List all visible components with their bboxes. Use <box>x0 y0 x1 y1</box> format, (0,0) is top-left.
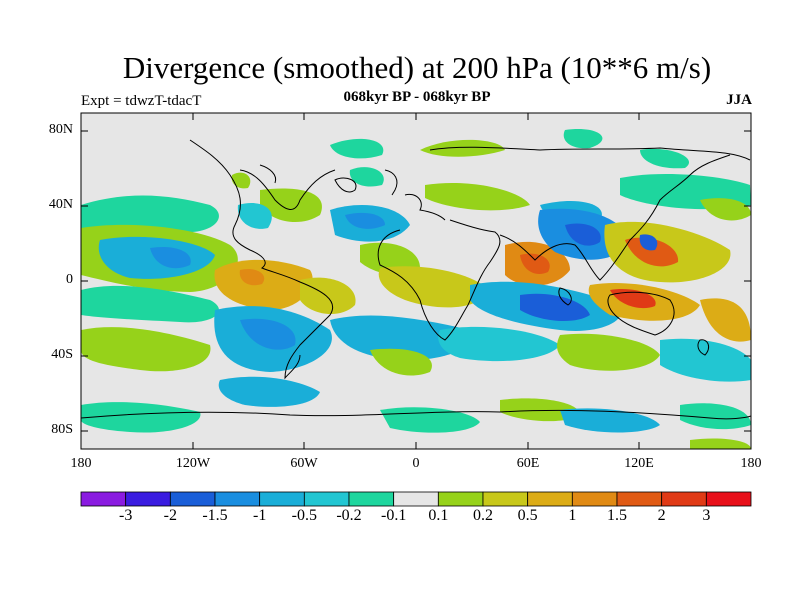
lon-tick-label: 180 <box>740 456 762 471</box>
lon-tick-label: 60W <box>290 456 318 471</box>
colorbar-label: -0.1 <box>380 507 407 524</box>
colorbar-label: -1.5 <box>202 507 228 524</box>
colorbar-label: 2 <box>657 507 666 524</box>
colorbar-swatch <box>437 491 484 507</box>
colorbar-swatch <box>571 491 618 507</box>
colorbar-swatch <box>169 491 216 507</box>
lon-tick-label: 120W <box>175 456 211 471</box>
lon-tick-label: 120E <box>624 456 654 471</box>
colorbar-swatch <box>125 491 171 507</box>
colorbar-swatch <box>616 491 663 507</box>
colorbar-label: 3 <box>702 507 711 524</box>
colorbar-label: -0.2 <box>336 507 362 524</box>
chart-title: Divergence (smoothed) at 200 hPa (10**6 … <box>122 50 712 85</box>
lat-tick-label: 80S <box>51 422 73 437</box>
colorbar-label: 1.5 <box>607 507 627 524</box>
colorbar-swatch <box>303 491 350 507</box>
lat-tick-label: 0 <box>66 272 73 287</box>
colorbar-label: 0.1 <box>428 507 449 524</box>
colorbar-label: -0.5 <box>291 507 317 524</box>
lat-tick-label: 40S <box>51 347 73 362</box>
season-label: JJA <box>726 92 752 108</box>
colorbar-swatch <box>393 491 439 507</box>
period-label: 068kyr BP - 068kyr BP <box>343 89 491 105</box>
lon-tick-label: 0 <box>412 456 420 471</box>
experiment-label: Expt = tdwzT-tdacT <box>81 93 202 109</box>
colorbar-label: -3 <box>118 507 133 524</box>
colorbar-swatch <box>705 491 752 507</box>
lat-tick-label: 80N <box>48 122 73 137</box>
lon-tick-label: 180 <box>70 456 92 471</box>
colorbar-label: 0.5 <box>517 507 538 524</box>
coastlines <box>81 139 751 420</box>
lon-tick-label: 60E <box>516 456 540 471</box>
colorbar-label: 1 <box>568 507 577 524</box>
divergence-map <box>81 113 751 449</box>
colorbar <box>80 491 752 507</box>
colorbar-swatch <box>348 491 395 507</box>
colorbar-swatch <box>259 491 305 507</box>
colorbar-swatch <box>527 491 573 507</box>
colorbar-swatch <box>214 491 261 507</box>
axis-ticks <box>80 113 752 449</box>
lat-tick-label: 40N <box>48 197 73 212</box>
colorbar-label: -1 <box>252 507 267 524</box>
colorbar-swatch <box>80 491 127 507</box>
colorbar-swatch <box>482 491 529 507</box>
colorbar-swatch <box>661 491 707 507</box>
colorbar-label: -2 <box>163 507 177 524</box>
colorbar-label: 0.2 <box>473 507 493 524</box>
